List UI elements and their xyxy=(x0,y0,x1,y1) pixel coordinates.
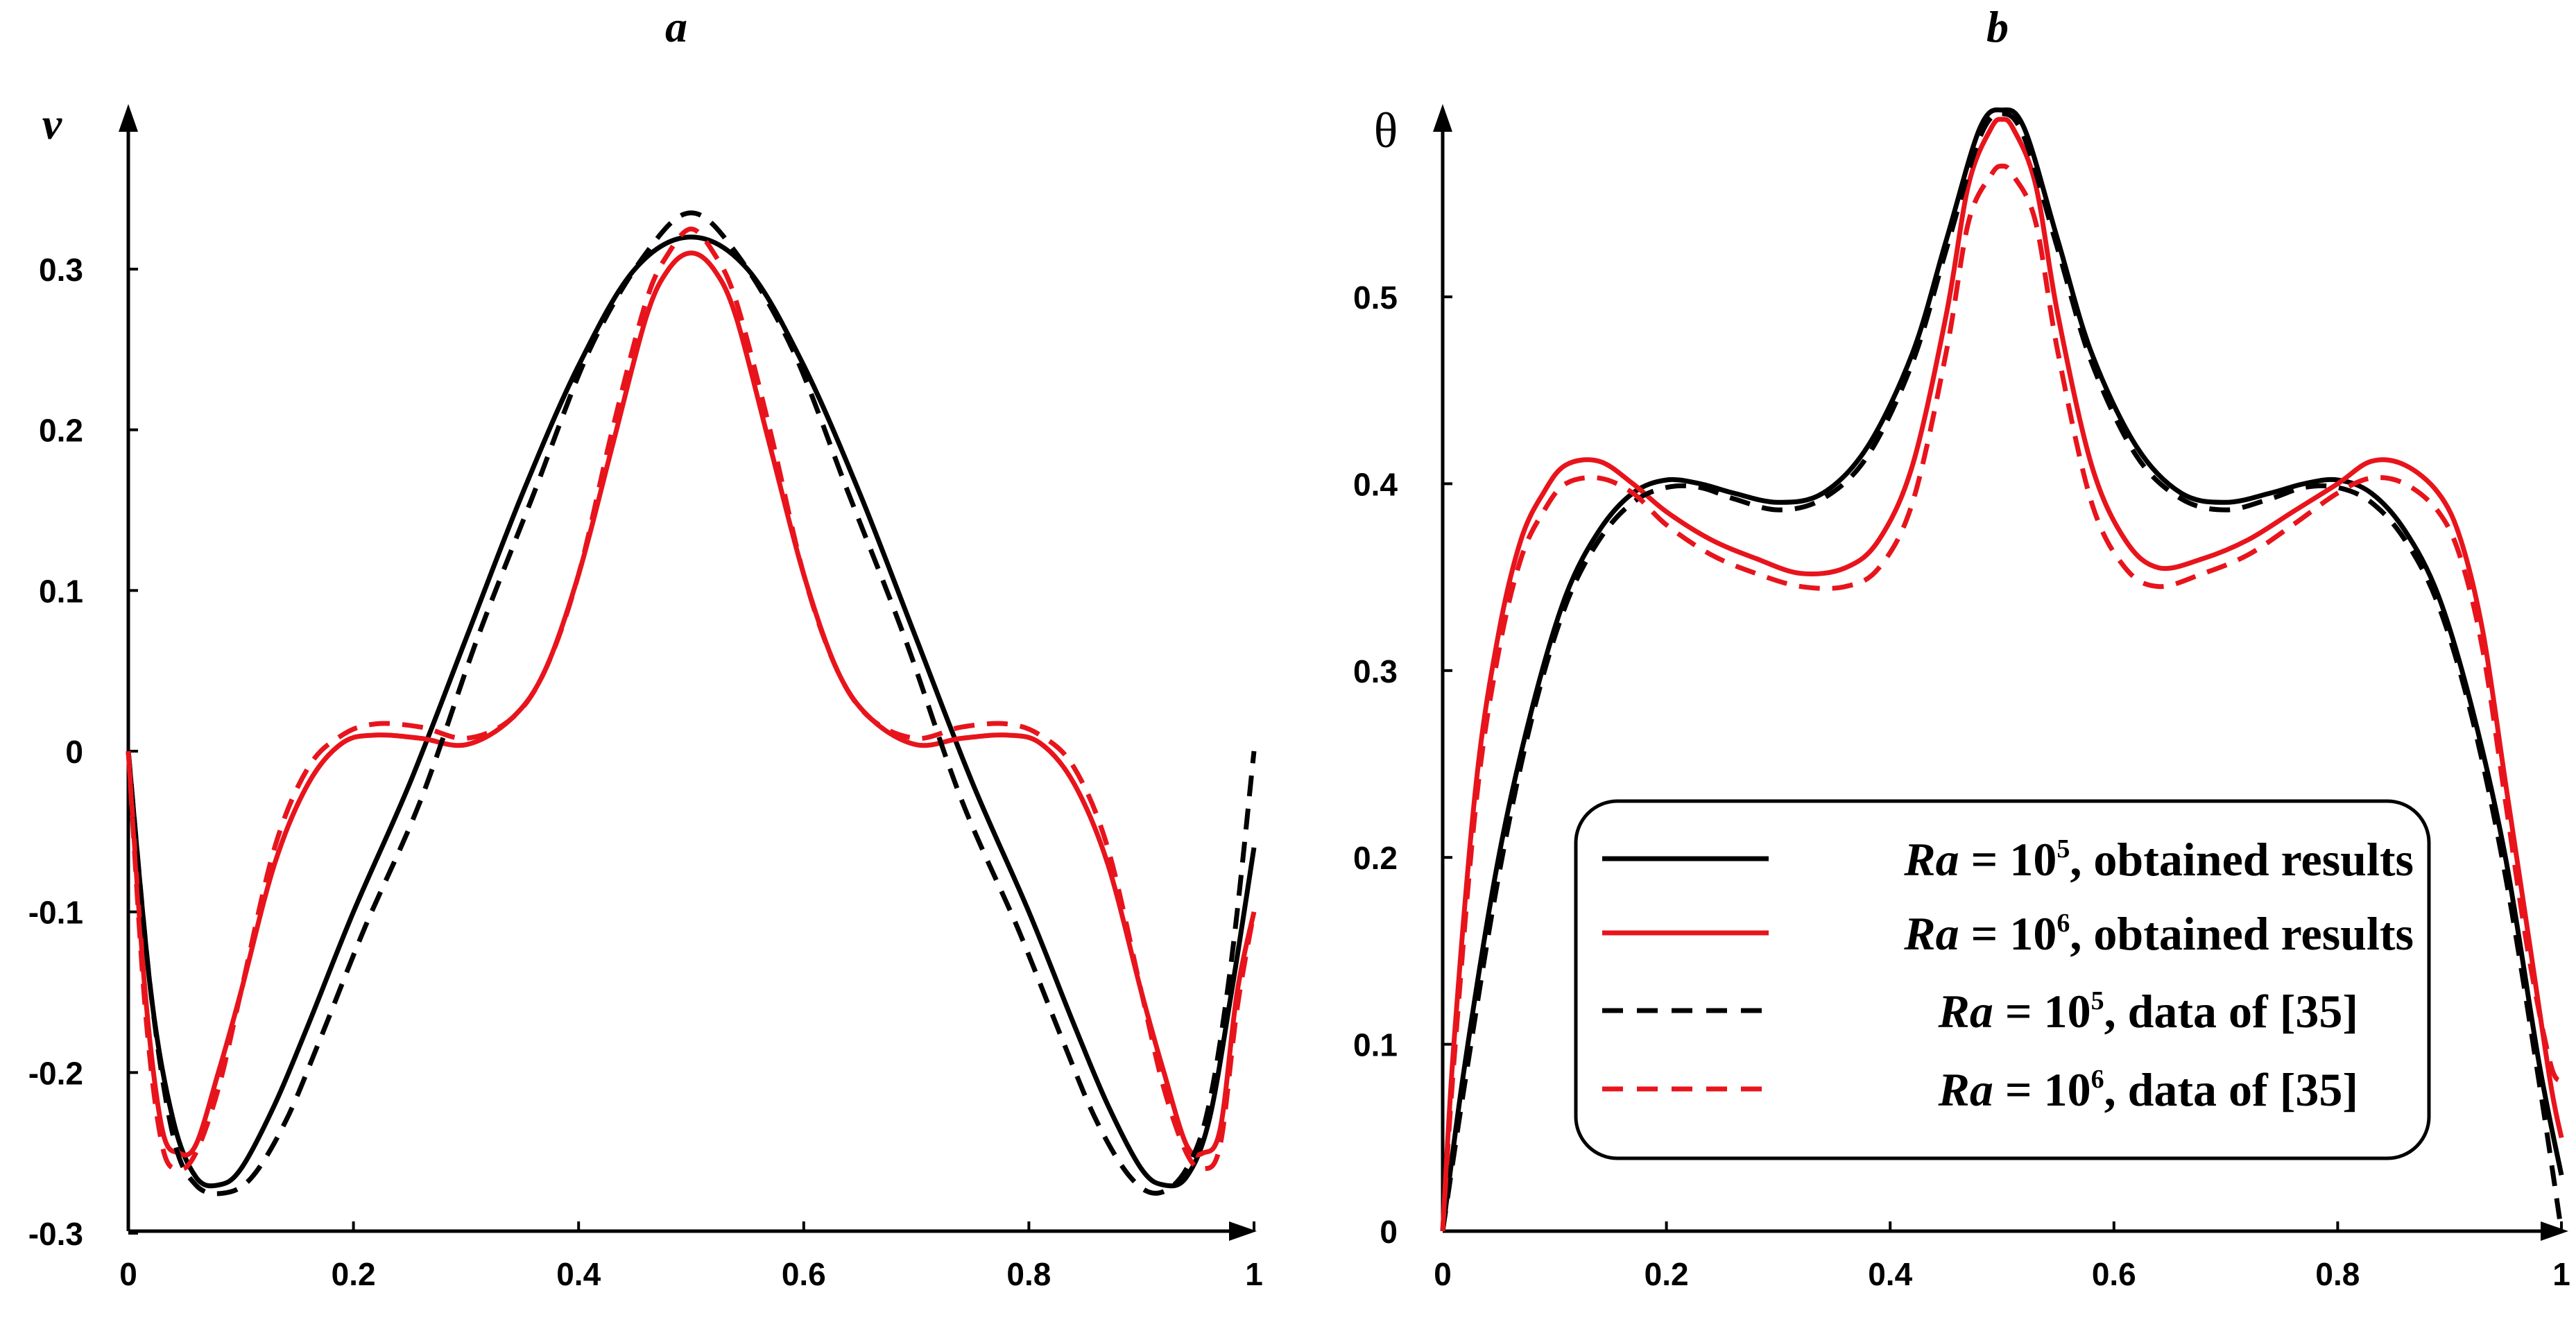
b-x-axis-arrow xyxy=(2541,1221,2568,1241)
b-series-line-2 xyxy=(1440,111,2564,1232)
b-y-axis-arrow xyxy=(1433,104,1452,132)
b-x-tick-label: 0.8 xyxy=(2315,1256,2360,1292)
a-y-tick-label: -0.2 xyxy=(28,1055,83,1091)
panel-a-y-label: v xyxy=(42,99,62,148)
b-y-tick-label: 0.2 xyxy=(1353,840,1398,876)
a-x-tick-label: 0.2 xyxy=(332,1256,376,1292)
a-y-axis-arrow xyxy=(119,104,138,132)
a-y-tick-label: 0.3 xyxy=(39,252,83,288)
legend: Ra = 105, obtained results Ra = 106, obt… xyxy=(1574,799,2431,1160)
panel-a-series xyxy=(126,210,1257,1196)
legend-label-ra5-data-suffix: , data of [35] xyxy=(2104,985,2358,1038)
a-x-tick-label: 1 xyxy=(1245,1256,1263,1292)
legend-label-ra5-data-eq: = 10 xyxy=(1993,985,2091,1038)
b-series-line-1 xyxy=(1440,117,2564,1232)
legend-label-ra6-obtained-prefix: Ra xyxy=(1903,907,1959,960)
legend-label-ra5-obtained-eq: = 10 xyxy=(1959,833,2057,886)
legend-label-ra6-obtained-suffix: , obtained results xyxy=(2070,907,2414,960)
panel-b-y-label: θ xyxy=(1374,103,1398,158)
legend-label-ra6-data: Ra = 106, data of [35] xyxy=(1937,1063,2358,1116)
a-y-tick-label: 0.2 xyxy=(39,413,83,449)
legend-label-ra6-data-prefix: Ra xyxy=(1937,1063,1993,1116)
legend-label-ra5-data-exp: 5 xyxy=(2091,986,2104,1015)
b-series-line-3 xyxy=(1440,163,2564,1232)
b-y-tick-label: 0.5 xyxy=(1353,280,1398,316)
legend-label-ra5-data-prefix: Ra xyxy=(1937,985,1993,1038)
legend-label-ra5-obtained-exp: 5 xyxy=(2056,834,2070,864)
b-series-line-0 xyxy=(1440,107,2564,1232)
a-y-tick-label: -0.1 xyxy=(28,895,83,931)
legend-box xyxy=(1574,799,2431,1160)
panel-a-axes: 0 0.2 0.4 0.6 0.8 1 -0.3 -0.2 -0.1 0 0.1 0.2 0.3 xyxy=(28,104,1263,1292)
a-x-axis-arrow xyxy=(1229,1221,1257,1241)
b-x-tick-label: 0.6 xyxy=(2092,1256,2136,1292)
b-y-tick-label: 0 xyxy=(1380,1214,1398,1250)
a-x-tick-label: 0.8 xyxy=(1006,1256,1051,1292)
panel-b-axes: 0 0.2 0.4 0.6 0.8 1 0 0.1 0.2 0.3 0.4 0.5 xyxy=(1353,104,2570,1292)
legend-label-ra6-obtained-eq: = 10 xyxy=(1959,907,2057,960)
b-x-tick-label: 0.4 xyxy=(1868,1256,1912,1292)
panel-a: a v 0 0.2 0.4 0.6 0.8 1 -0.3 -0.2 -0.1 0 0.1 0.2 0.3 xyxy=(28,2,1263,1292)
panel-a-title: a xyxy=(665,2,687,51)
legend-label-ra6-data-suffix: , data of [35] xyxy=(2104,1063,2358,1116)
a-y-tick-label: 0.1 xyxy=(39,573,83,609)
panel-b: b θ 0 0.2 0.4 0.6 0.8 1 0 0.1 0.2 0.3 0.4 0.5 Ra = … xyxy=(1353,2,2570,1292)
panel-b-series xyxy=(1440,107,2564,1232)
legend-label-ra5-data: Ra = 105, data of [35] xyxy=(1937,985,2358,1038)
a-series-line-0 xyxy=(126,234,1257,1189)
a-x-tick-label: 0.6 xyxy=(782,1256,826,1292)
legend-label-ra6-data-exp: 6 xyxy=(2091,1065,2104,1094)
b-y-tick-label: 0.3 xyxy=(1353,653,1398,689)
b-y-tick-label: 0.4 xyxy=(1353,466,1398,502)
legend-label-ra5-obtained-suffix: , obtained results xyxy=(2070,833,2414,886)
b-x-tick-label: 0.2 xyxy=(1645,1256,1689,1292)
a-x-tick-label: 0.4 xyxy=(556,1256,601,1292)
legend-label-ra6-data-eq: = 10 xyxy=(1993,1063,2091,1116)
legend-label-ra5-obtained-prefix: Ra xyxy=(1903,833,1959,886)
b-x-tick-label: 1 xyxy=(2552,1256,2570,1292)
legend-label-ra6-obtained-exp: 6 xyxy=(2056,909,2070,938)
b-y-tick-label: 0.1 xyxy=(1353,1027,1398,1063)
a-series-line-2 xyxy=(126,210,1257,1196)
a-y-tick-label: -0.3 xyxy=(28,1216,83,1252)
a-y-tick-label: 0 xyxy=(65,734,83,770)
a-x-tick-label: 0 xyxy=(119,1256,137,1292)
b-x-tick-label: 0 xyxy=(1434,1256,1452,1292)
a-series-line-3 xyxy=(126,226,1257,1172)
legend-label-ra6-obtained: Ra = 106, obtained results xyxy=(1903,907,2414,960)
a-series-line-1 xyxy=(126,250,1257,1158)
panel-b-title: b xyxy=(1986,2,2009,51)
legend-label-ra5-obtained: Ra = 105, obtained results xyxy=(1903,833,2414,886)
